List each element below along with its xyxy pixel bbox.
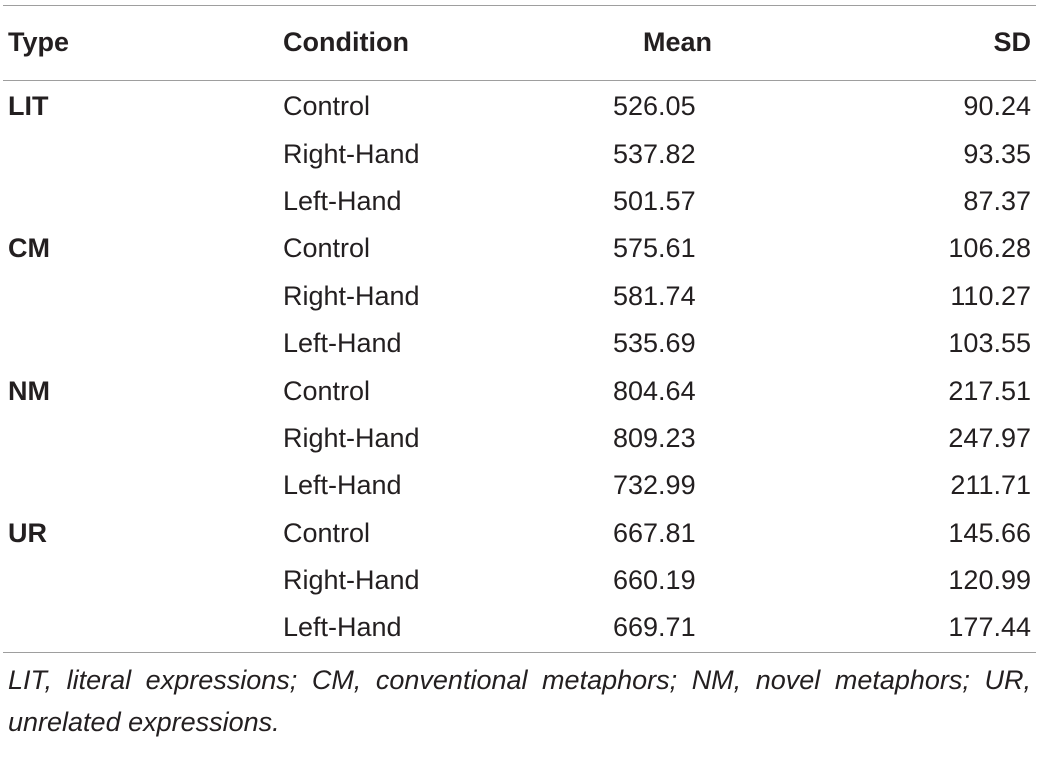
header-sd: SD	[993, 27, 1031, 57]
cell-condition: Right-Hand	[283, 138, 420, 169]
cell-sd: 106.28	[948, 233, 1031, 264]
cell-condition: Control	[283, 517, 371, 548]
table-body: LIT Control 526.05 90.24 Right-Hand 537.82 93.…	[0, 77, 1039, 652]
cell-condition: Left-Hand	[283, 612, 402, 643]
cell-mean: 809.23	[613, 422, 696, 453]
cell-sd: 90.24	[963, 91, 1031, 122]
cell-type: UR	[8, 517, 47, 548]
cell-mean: 526.05	[613, 91, 696, 122]
cell-condition: Left-Hand	[283, 185, 402, 216]
cell-sd: 247.97	[948, 422, 1031, 453]
cell-condition: Control	[283, 91, 371, 122]
cell-mean: 581.74	[613, 280, 696, 311]
header-condition: Condition	[283, 27, 409, 57]
cell-condition: Right-Hand	[283, 280, 420, 311]
top-rule	[3, 5, 1036, 6]
cell-condition: Left-Hand	[283, 328, 402, 359]
cell-sd: 110.27	[950, 280, 1031, 311]
cell-type	[0, 320, 283, 367]
header-type: Type	[8, 27, 70, 57]
header-rule	[3, 80, 1036, 81]
cell-mean: 660.19	[613, 565, 696, 596]
cell-type	[0, 415, 283, 462]
table-row: LIT Control 526.05 90.24	[0, 77, 1039, 130]
cell-sd: 87.37	[963, 185, 1031, 216]
table-row: Left-Hand 732.99 211.71	[0, 462, 1039, 509]
cell-mean: 669.71	[613, 612, 696, 643]
cell-type: CM	[8, 233, 50, 264]
cell-type	[0, 557, 283, 604]
cell-condition: Control	[283, 233, 371, 264]
table-row: Right-Hand 581.74 110.27	[0, 273, 1039, 320]
table-row: Left-Hand 669.71 177.44	[0, 604, 1039, 651]
results-table: Type Condition Mean SD LIT Control 526.05 9…	[0, 6, 1039, 652]
cell-sd: 120.99	[948, 565, 1031, 596]
cell-mean: 535.69	[613, 328, 696, 359]
table-row: Right-Hand 537.82 93.35	[0, 130, 1039, 177]
cell-type	[0, 178, 283, 225]
cell-sd: 217.51	[948, 375, 1031, 406]
cell-type: NM	[8, 375, 50, 406]
cell-sd: 93.35	[963, 138, 1031, 169]
table-row: Right-Hand 809.23 247.97	[0, 415, 1039, 462]
table-row: Left-Hand 501.57 87.37	[0, 178, 1039, 225]
cell-condition: Right-Hand	[283, 565, 420, 596]
table-row: Left-Hand 535.69 103.55	[0, 320, 1039, 367]
cell-mean: 575.61	[613, 233, 696, 264]
cell-sd: 145.66	[948, 517, 1031, 548]
header-mean: Mean	[643, 27, 713, 57]
bottom-rule	[3, 651, 1036, 653]
cell-condition: Left-Hand	[283, 470, 402, 501]
data-table: Type Condition Mean SD LIT Control 526.05 9…	[0, 5, 1039, 743]
header-row: Type Condition Mean SD	[0, 6, 1039, 77]
cell-condition: Control	[283, 375, 371, 406]
table-row: UR Control 667.81 145.66	[0, 510, 1039, 557]
cell-mean: 501.57	[613, 185, 696, 216]
cell-type	[0, 462, 283, 509]
cell-sd: 103.55	[948, 328, 1031, 359]
cell-mean: 732.99	[613, 470, 696, 501]
table-row: NM Control 804.64 217.51	[0, 367, 1039, 414]
cell-type	[0, 604, 283, 651]
cell-mean: 537.82	[613, 138, 696, 169]
table-footnote: LIT, literal expressions; CM, convention…	[8, 664, 1031, 737]
table-row: CM Control 575.61 106.28	[0, 225, 1039, 272]
cell-type	[0, 130, 283, 177]
table-row: Right-Hand 660.19 120.99	[0, 557, 1039, 604]
cell-type: LIT	[8, 91, 49, 122]
cell-sd: 177.44	[948, 612, 1031, 643]
cell-mean: 667.81	[613, 517, 696, 548]
cell-mean: 804.64	[613, 375, 696, 406]
cell-sd: 211.71	[950, 470, 1031, 501]
cell-condition: Right-Hand	[283, 422, 420, 453]
cell-type	[0, 273, 283, 320]
